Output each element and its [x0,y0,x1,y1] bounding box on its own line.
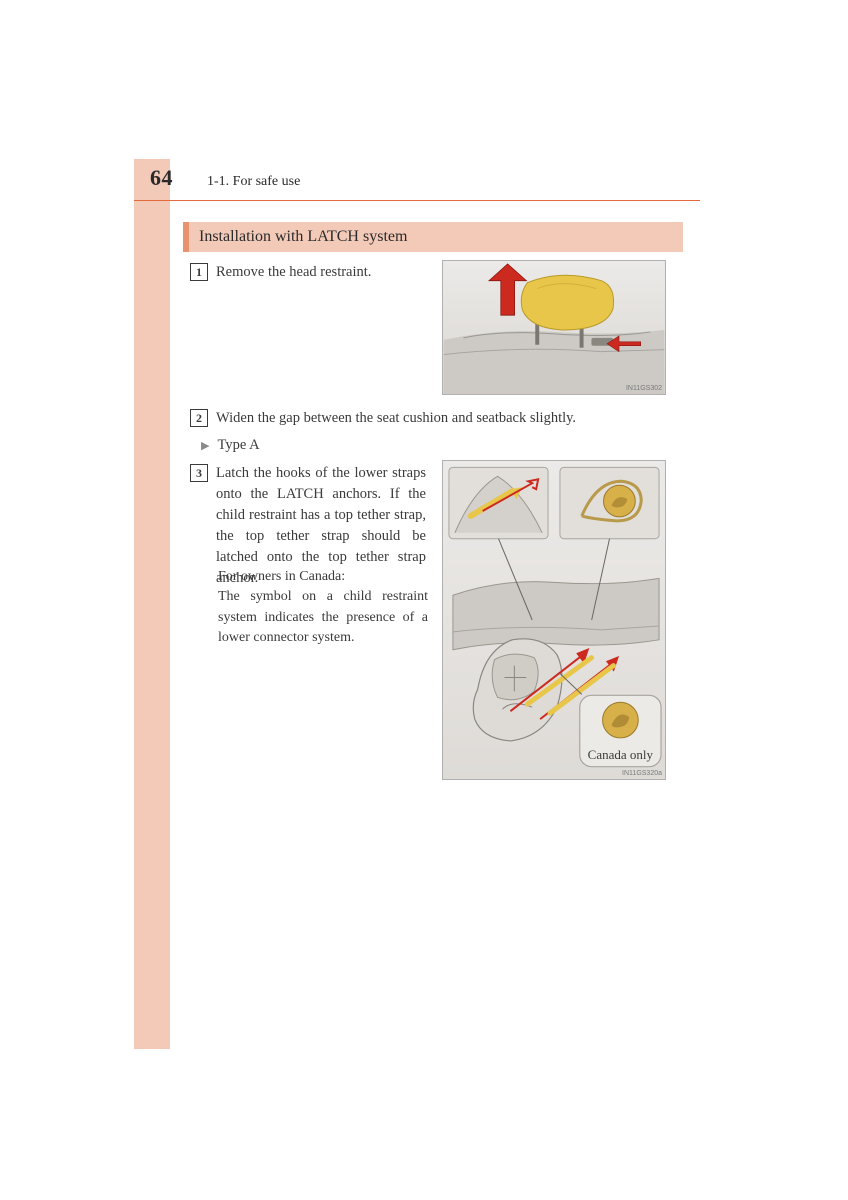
left-margin-stripe [134,159,170,1049]
figure-headrest-removal: IN11GS302 [442,260,666,395]
step-number-box: 1 [190,263,208,281]
figure-latch-install: Canada only IN11GS320a [442,460,666,780]
step-3-subtext: For owners in Canada: The symbol on a ch… [218,567,428,648]
page-header: 64 1-1. For safe use [150,165,680,195]
latch-illustration [443,461,665,779]
step-text: Widen the gap between the seat cushion a… [216,408,576,429]
sub-bullet-text: Type A [217,437,259,454]
figure-code: IN11GS302 [626,385,662,392]
sub-bullet-type-a: ▶ Type A [201,437,260,454]
step-number-box: 2 [190,409,208,427]
headrest-illustration [443,261,665,394]
header-rule [134,200,700,201]
step-text: Remove the head restraint. [216,262,371,283]
step-2: 2 Widen the gap between the seat cushion… [190,408,660,429]
page-number: 64 [150,165,173,191]
manual-page: 64 1-1. For safe use Installation with L… [0,0,848,1200]
canada-only-label: Canada only [588,747,653,763]
section-label: 1-1. For safe use [207,174,300,190]
section-heading-text: Installation with LATCH system [199,228,407,246]
step-number-box: 3 [190,464,208,482]
figure-code: IN11GS320a [622,770,662,777]
section-heading: Installation with LATCH system [183,222,683,252]
triangle-bullet-icon: ▶ [201,439,209,452]
arrow-up-icon [489,264,526,315]
step-1: 1 Remove the head restraint. [190,262,430,283]
heading-tab [183,222,189,252]
